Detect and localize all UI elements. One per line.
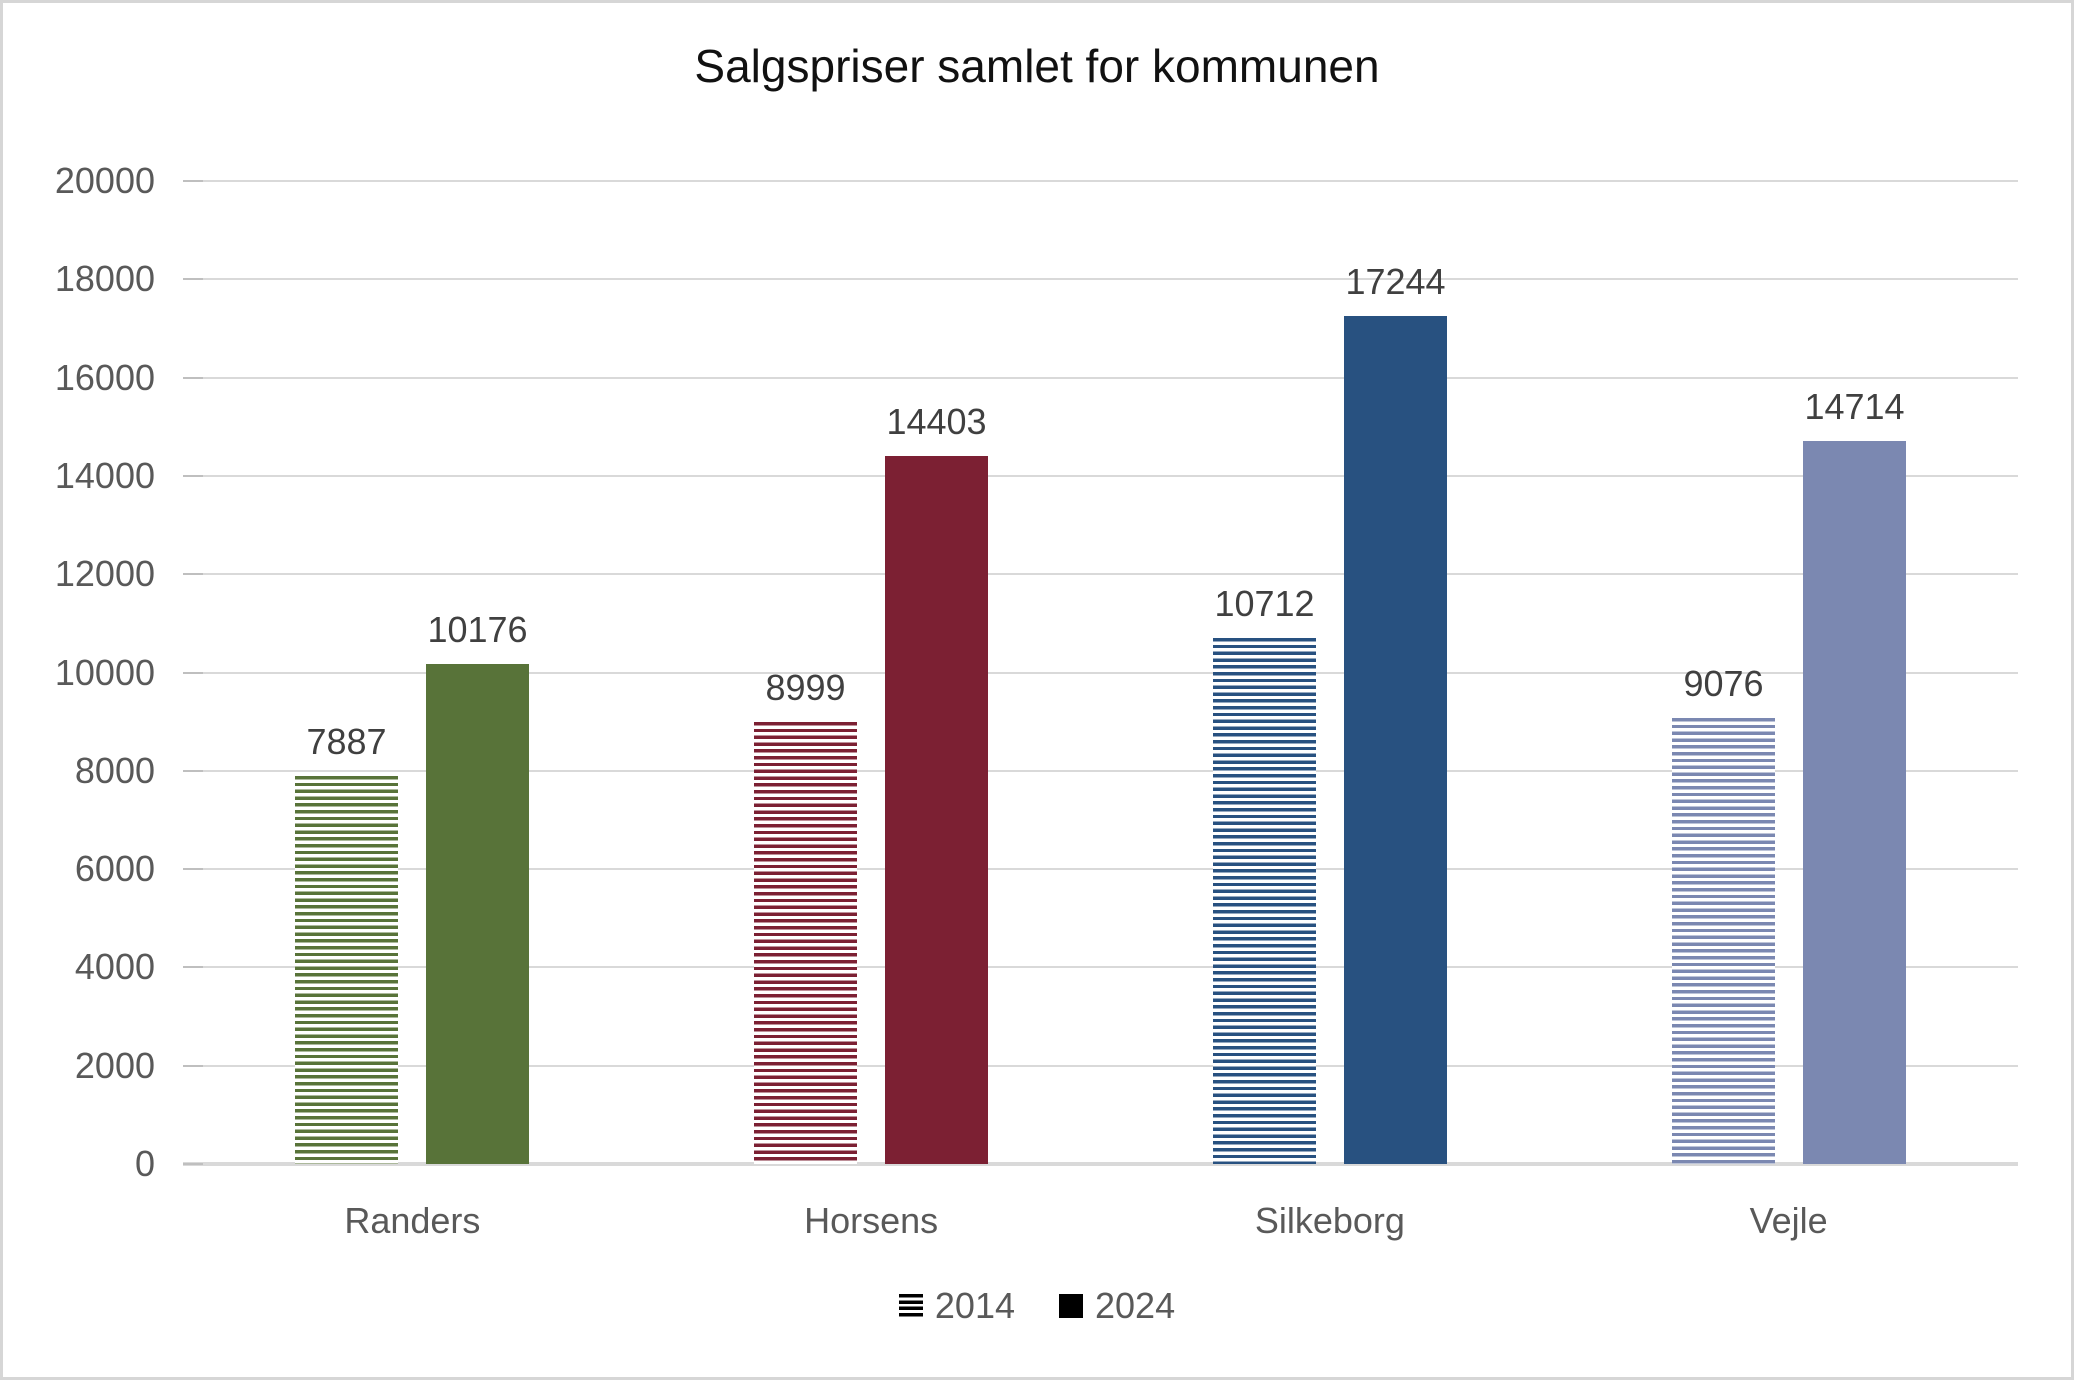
y-axis-tick <box>183 1163 203 1165</box>
y-axis-label: 18000 <box>54 258 155 299</box>
y-axis-label: 16000 <box>54 357 155 398</box>
gridline <box>183 573 2018 575</box>
y-axis-label: 10000 <box>54 652 155 693</box>
gridline <box>183 672 2018 674</box>
gridline <box>183 278 2018 280</box>
legend-item-2014: 2014 <box>898 1285 1015 1327</box>
gridline <box>183 770 2018 772</box>
chart-title: Salgspriser samlet for kommunen <box>694 40 1380 92</box>
legend-marker-2024-solid-icon <box>1059 1294 1083 1318</box>
bar-2014-vejle <box>1672 718 1775 1164</box>
y-axis-label: 4000 <box>74 946 155 987</box>
y-axis-tick <box>183 377 203 379</box>
data-label: 9076 <box>1683 663 1764 704</box>
data-label: 8999 <box>765 667 846 708</box>
bar-2024-horsens <box>885 456 988 1164</box>
data-label: 10712 <box>1214 583 1315 624</box>
legend-label-2014: 2014 <box>934 1285 1015 1326</box>
y-axis-label: 14000 <box>54 455 155 496</box>
y-axis-tick <box>183 672 203 674</box>
legend-marker-2014-striped-icon <box>898 1294 923 1318</box>
legend-label-2024: 2024 <box>1095 1285 1176 1326</box>
y-axis-label: 20000 <box>54 160 155 201</box>
y-axis-label: 0 <box>134 1143 155 1184</box>
data-label: 17244 <box>1345 261 1446 302</box>
data-label: 7887 <box>306 721 387 762</box>
gridline <box>183 966 2018 968</box>
gridline <box>183 1065 2018 1067</box>
gridline <box>183 475 2018 477</box>
category-label: Horsens <box>804 1200 939 1241</box>
data-label: 14403 <box>886 401 987 442</box>
y-axis-label: 2000 <box>74 1045 155 1086</box>
bar-2014-randers <box>295 776 398 1164</box>
legend-item-2024: 2024 <box>1059 1285 1175 1327</box>
y-axis-tick <box>183 770 203 772</box>
category-label: Silkeborg <box>1254 1200 1405 1241</box>
y-axis-tick <box>183 966 203 968</box>
y-axis-label: 12000 <box>54 553 155 594</box>
gridline <box>183 868 2018 870</box>
x-axis-line <box>183 1162 2018 1166</box>
bar-2024-randers <box>426 664 529 1164</box>
y-axis-tick <box>183 180 203 182</box>
y-axis-tick <box>183 868 203 870</box>
y-axis-label: 8000 <box>74 750 155 791</box>
bar-2024-vejle <box>1803 441 1906 1164</box>
bar-2024-silkeborg <box>1344 316 1447 1164</box>
y-axis-tick <box>183 475 203 477</box>
y-axis-label: 6000 <box>74 848 155 889</box>
bar-2014-silkeborg <box>1213 638 1316 1164</box>
y-axis-tick <box>183 573 203 575</box>
bar-2014-horsens <box>754 722 857 1164</box>
category-label: Vejle <box>1749 1200 1828 1241</box>
gridline <box>183 180 2018 182</box>
category-label: Randers <box>344 1200 481 1241</box>
data-label: 10176 <box>427 609 528 650</box>
y-axis-tick <box>183 1065 203 1067</box>
gridline <box>183 377 2018 379</box>
legend: 2014 2024 <box>3 1285 2071 1327</box>
data-label: 14714 <box>1804 386 1905 427</box>
y-axis-tick <box>183 278 203 280</box>
